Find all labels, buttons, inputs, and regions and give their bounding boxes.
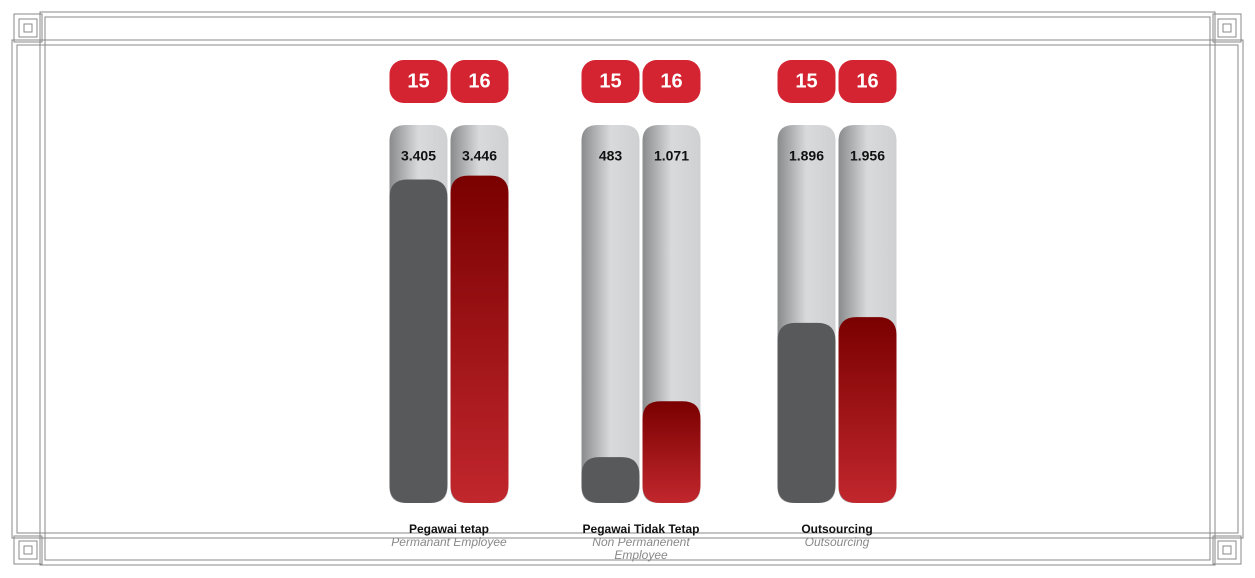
- category-label: Outsourcing Outsourcing: [762, 523, 912, 549]
- category-name: Pegawai tetap: [408, 522, 490, 536]
- bar: [581, 457, 640, 503]
- series-badge: [642, 60, 701, 103]
- category-subtitle: Outsourcing: [804, 535, 870, 549]
- category-subtitle: Permanant Employee: [391, 535, 507, 549]
- series-badge: [450, 60, 509, 103]
- category-label: Pegawai tetap Permanant Employee: [374, 523, 524, 549]
- series-label: 15: [407, 70, 429, 92]
- bar: [838, 317, 897, 503]
- value-label: 483: [599, 148, 623, 164]
- value-label: 1.071: [654, 148, 689, 164]
- series-badge: [777, 60, 836, 103]
- series-badge: [581, 60, 640, 103]
- series-label: 16: [660, 70, 682, 92]
- series-badge: [389, 60, 448, 103]
- value-label: 3.405: [401, 148, 436, 164]
- series-label: 15: [599, 70, 621, 92]
- category-label: Pegawai Tidak Tetap Non Permanenent Emplo…: [566, 523, 716, 562]
- bar: [642, 401, 701, 503]
- category-name: Pegawai Tidak Tetap: [582, 522, 700, 536]
- frame: [11, 11, 1244, 566]
- value-label: 1.896: [789, 148, 824, 164]
- bar: [450, 175, 509, 503]
- series-label: 15: [795, 70, 817, 92]
- category-name: Outsourcing: [801, 522, 873, 536]
- bar: [389, 179, 448, 503]
- value-label: 3.446: [462, 148, 497, 164]
- series-label: 16: [468, 70, 490, 92]
- series-label: 16: [856, 70, 878, 92]
- category-subtitle: Non Permanenent Employee: [592, 535, 690, 562]
- bar: [777, 322, 836, 503]
- bar-track: [581, 125, 640, 503]
- series-badge: [838, 60, 897, 103]
- value-label: 1.956: [850, 148, 885, 164]
